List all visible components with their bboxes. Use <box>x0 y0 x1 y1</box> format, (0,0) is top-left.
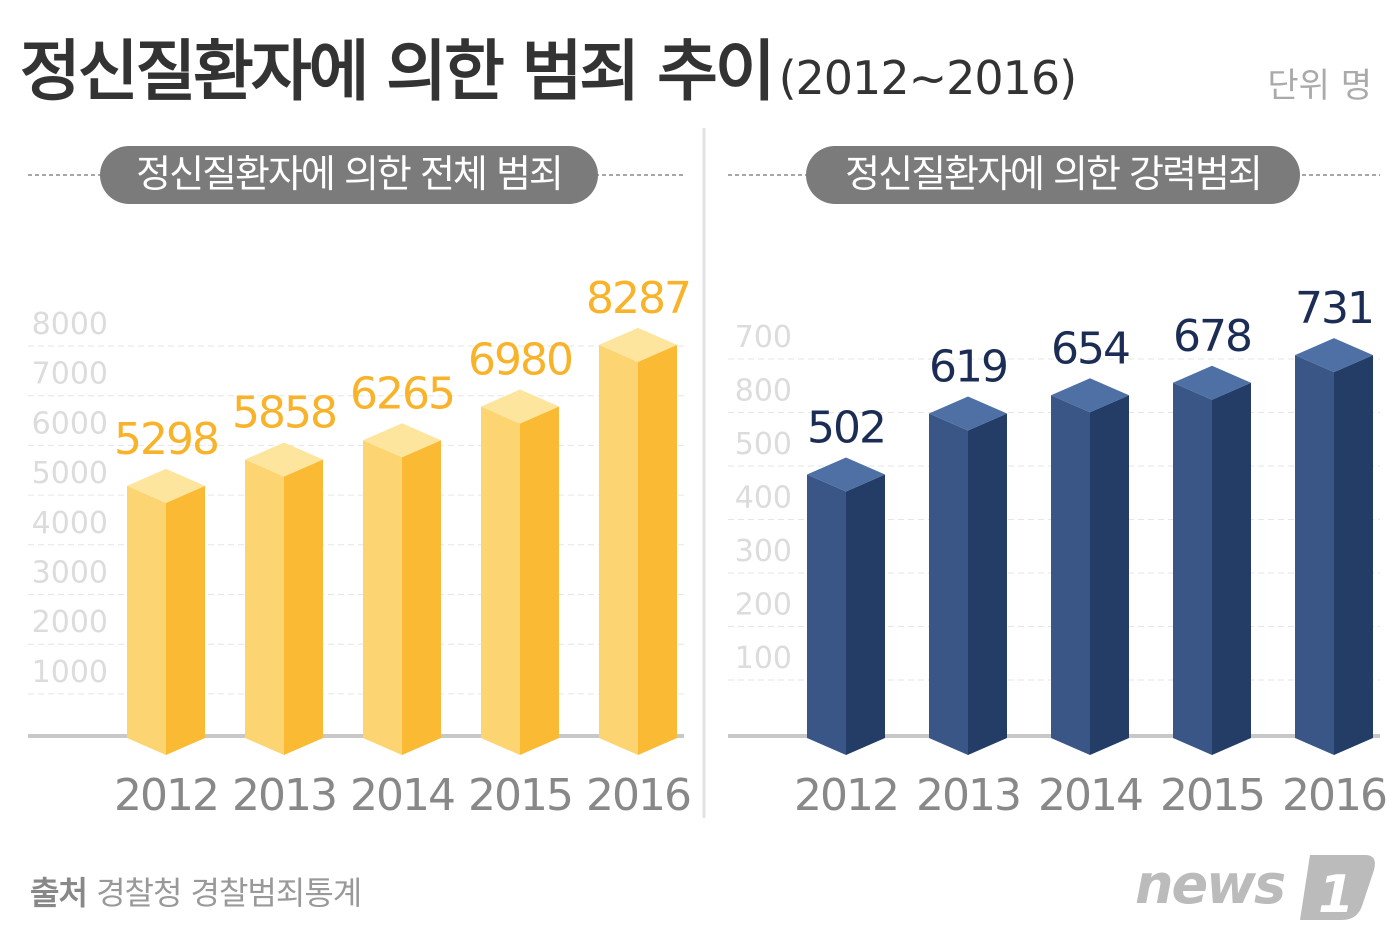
bar-left-face <box>1173 382 1212 755</box>
y-tick-label: 400 <box>735 481 792 516</box>
x-tick-label: 2015 <box>468 770 572 821</box>
bar-2015 <box>481 389 559 755</box>
bar-right-face <box>1090 395 1129 755</box>
bar-top-face <box>127 468 205 503</box>
title-period: (2012~2016) <box>778 51 1078 105</box>
unit-label: 단위 명 <box>1267 66 1372 106</box>
bar-left-face <box>481 406 520 755</box>
news1-logo: news 1 <box>1135 853 1375 925</box>
logo-text: news <box>1135 853 1285 916</box>
bar-2014 <box>363 423 441 755</box>
data-label: 678 <box>1173 311 1251 362</box>
bar-right-face <box>284 459 323 755</box>
bar-right-face <box>1334 355 1373 755</box>
bar-2012 <box>807 457 885 755</box>
chart-title-pill <box>806 146 1300 204</box>
bar-top-face <box>1295 338 1373 373</box>
bar-left-face <box>245 459 284 755</box>
chart-panel-1: 정신질환자에 의한 전체 범죄 8000 7000 6000 5000 4000 3000 2… <box>28 146 692 821</box>
bar-top-face <box>245 442 323 477</box>
bar-top-face <box>1173 365 1251 400</box>
bar-2012 <box>127 468 205 755</box>
bar-right-face <box>1212 382 1251 755</box>
x-tick-label: 2013 <box>232 770 336 821</box>
data-label: 731 <box>1295 283 1373 334</box>
data-label: 6980 <box>468 335 572 386</box>
bar-right-face <box>402 440 441 755</box>
bar-right-face <box>520 406 559 755</box>
title-text: 정신질환자에 의한 범죄 추이 <box>20 33 776 110</box>
y-tick-label: 3000 <box>32 556 108 591</box>
logo-badge <box>1300 855 1375 920</box>
bar-2016 <box>599 327 677 755</box>
bar-left-face <box>1051 395 1090 755</box>
bar-2014 <box>1051 378 1129 755</box>
bar-right-face <box>968 413 1007 755</box>
x-tick-label: 2013 <box>916 770 1020 821</box>
bar-left-face <box>807 474 846 755</box>
logo-one: 1 <box>1318 865 1354 925</box>
source-text: 출처 경찰청 경찰범죄통계 <box>30 868 362 914</box>
bar-right-face <box>846 474 885 755</box>
bar-top-face <box>363 423 441 458</box>
bar-top-face <box>599 327 677 362</box>
y-tick-label: 2000 <box>32 605 108 640</box>
y-tick-label: 6000 <box>32 406 108 441</box>
y-tick-label: 4000 <box>32 506 108 541</box>
chart-panel-2: 정신질환자에 의한 강력범죄 700 800 500 400 300 200 100 502 20… <box>728 146 1388 821</box>
bar-2016 <box>1295 338 1373 755</box>
y-tick-label: 1000 <box>32 655 108 690</box>
bar-left-face <box>1295 355 1334 755</box>
y-tick-label: 8000 <box>32 307 108 342</box>
y-tick-label: 5000 <box>32 456 108 491</box>
x-tick-label: 2016 <box>586 770 690 821</box>
y-tick-label: 100 <box>735 641 792 676</box>
y-tick-label: 700 <box>735 320 792 355</box>
bar-top-face <box>929 396 1007 431</box>
y-tick-label: 300 <box>735 534 792 569</box>
x-tick-label: 2015 <box>1160 770 1264 821</box>
source-label: 출처 <box>30 874 88 912</box>
bar-top-face <box>481 389 559 424</box>
bar-left-face <box>929 413 968 755</box>
x-tick-label: 2016 <box>1282 770 1386 821</box>
data-label: 6265 <box>350 368 454 419</box>
data-label: 5298 <box>114 414 218 465</box>
y-tick-label: 800 <box>735 374 792 409</box>
y-tick-label: 7000 <box>32 357 108 392</box>
source-value: 경찰청 경찰범죄통계 <box>96 874 362 912</box>
bar-left-face <box>127 485 166 755</box>
x-tick-label: 2012 <box>794 770 898 821</box>
x-tick-label: 2014 <box>1038 770 1142 821</box>
bar-2013 <box>245 442 323 755</box>
chart-title: 정신질환자에 의한 강력범죄 <box>845 152 1261 196</box>
x-tick-label: 2012 <box>114 770 218 821</box>
y-tick-label: 500 <box>735 427 792 462</box>
chart-title: 정신질환자에 의한 전체 범죄 <box>136 152 562 196</box>
x-tick-label: 2014 <box>350 770 454 821</box>
data-label: 8287 <box>586 273 690 324</box>
bar-2013 <box>929 396 1007 755</box>
chart-title-pill <box>100 146 598 204</box>
data-label: 5858 <box>232 388 336 439</box>
bar-left-face <box>363 440 402 755</box>
bar-2015 <box>1173 365 1251 755</box>
bar-right-face <box>166 485 205 755</box>
data-label: 654 <box>1051 323 1129 374</box>
bar-top-face <box>1051 378 1129 413</box>
page-title: 정신질환자에 의한 범죄 추이 (2012~2016) <box>20 18 1078 114</box>
y-tick-label: 200 <box>735 588 792 623</box>
bar-left-face <box>599 344 638 755</box>
bar-right-face <box>638 344 677 755</box>
bar-top-face <box>807 457 885 492</box>
data-label: 502 <box>807 402 885 453</box>
data-label: 619 <box>929 342 1007 393</box>
